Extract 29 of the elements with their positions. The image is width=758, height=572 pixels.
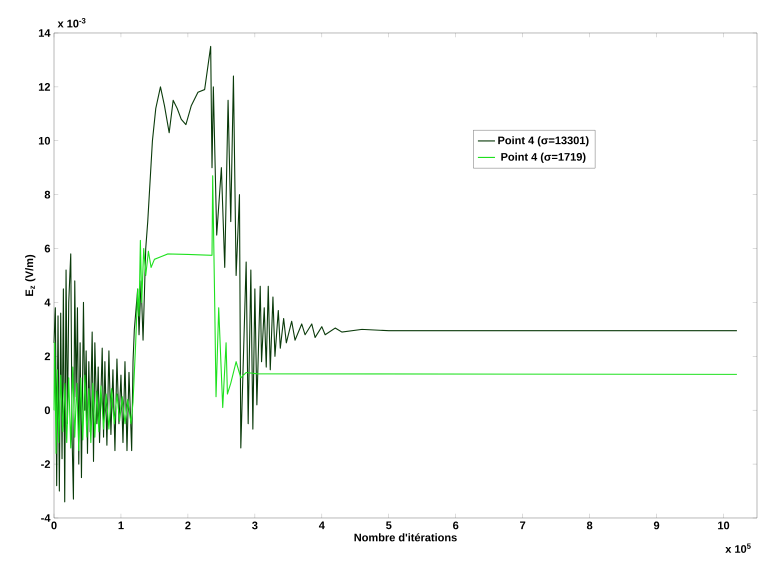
y-axis-title: E$_{z}$ (V/m) — [25, 254, 36, 296]
x-axis-title: Nombre d'itérations — [354, 533, 457, 542]
line-series — [53, 175, 738, 454]
line-series — [53, 46, 738, 502]
x-tick-label: 6 — [453, 522, 458, 530]
y-tick-label: 6 — [44, 244, 50, 252]
x-tick-label: 3 — [252, 522, 258, 530]
y-tick-label: 2 — [44, 352, 50, 360]
text: x 10$^{-3}$ — [58, 18, 86, 28]
text: x 10$^{5}$ — [725, 544, 751, 553]
x-tick-label: 8 — [586, 522, 592, 530]
x-tick-label: 2 — [185, 522, 191, 530]
x-tick-label: 9 — [654, 522, 660, 530]
y-tick-label: 12 — [38, 83, 50, 91]
x-tick-label: 4 — [318, 522, 325, 530]
x-tick-label: 7 — [520, 522, 526, 530]
legend-label: Point 4 (σ=13301) — [498, 136, 589, 146]
y-tick-label: 4 — [44, 298, 50, 306]
legend-label: Point 4 (σ=1719) — [501, 152, 586, 163]
x-tick-label: 5 — [386, 522, 392, 530]
y-tick-label: 0 — [44, 406, 50, 414]
y-tick-label: -2 — [41, 460, 50, 468]
x-tick-label: 1 — [118, 522, 124, 530]
y-tick-label: 14 — [38, 29, 50, 37]
x-tick-label: 10 — [718, 522, 730, 530]
y-tick-label: 10 — [38, 136, 50, 145]
y-tick-label: 8 — [44, 190, 50, 199]
x-tick-label: 0 — [51, 522, 57, 530]
y-tick-label: -4 — [41, 514, 50, 522]
